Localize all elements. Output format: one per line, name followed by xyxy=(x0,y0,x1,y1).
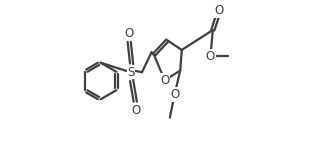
Text: S: S xyxy=(127,66,135,79)
Text: O: O xyxy=(160,74,169,87)
Text: O: O xyxy=(215,4,224,17)
Text: O: O xyxy=(206,50,215,63)
Text: O: O xyxy=(125,27,134,40)
Text: O: O xyxy=(132,104,141,117)
Text: O: O xyxy=(170,88,179,101)
